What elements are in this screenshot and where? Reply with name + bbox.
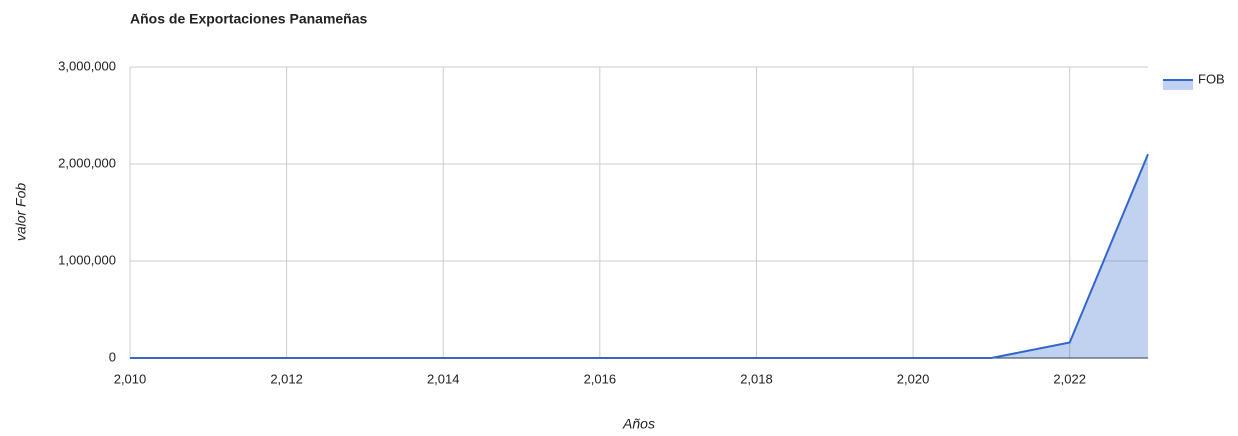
x-tick-label: 2,016 [584,371,617,386]
x-tick-label: 2,022 [1053,371,1086,386]
y-tick-label: 3,000,000 [58,58,116,73]
area-fill [130,154,1148,358]
x-tick-label: 2,018 [740,371,773,386]
x-axis-title: Años [622,416,655,432]
x-tick-label: 2,010 [114,371,147,386]
x-tick-label: 2,012 [270,371,303,386]
x-tick-label: 2,014 [427,371,460,386]
x-tick-label: 2,020 [897,371,930,386]
y-tick-label: 0 [109,349,116,364]
legend-label: FOB [1198,71,1225,86]
legend-swatch [1163,80,1193,90]
y-axis-title: valor Fob [13,183,29,242]
chart-title: Años de Exportaciones Panameñas [130,11,368,27]
y-tick-label: 1,000,000 [58,252,116,267]
area-line [130,153,1149,359]
y-tick-label: 2,000,000 [58,155,116,170]
